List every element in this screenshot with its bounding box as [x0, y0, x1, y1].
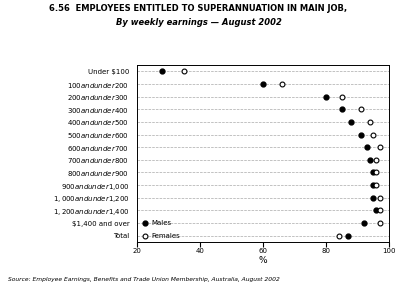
Text: Source: Employee Earnings, Benefits and Trade Union Membership, Australia, Augus: Source: Employee Earnings, Benefits and …	[8, 276, 280, 282]
Text: Females: Females	[151, 233, 180, 239]
Text: By weekly earnings — August 2002: By weekly earnings — August 2002	[116, 18, 281, 27]
X-axis label: %: %	[259, 256, 267, 265]
Text: 6.56  EMPLOYEES ENTITLED TO SUPERANNUATION IN MAIN JOB,: 6.56 EMPLOYEES ENTITLED TO SUPERANNUATIO…	[50, 4, 347, 13]
Text: Males: Males	[151, 220, 171, 226]
